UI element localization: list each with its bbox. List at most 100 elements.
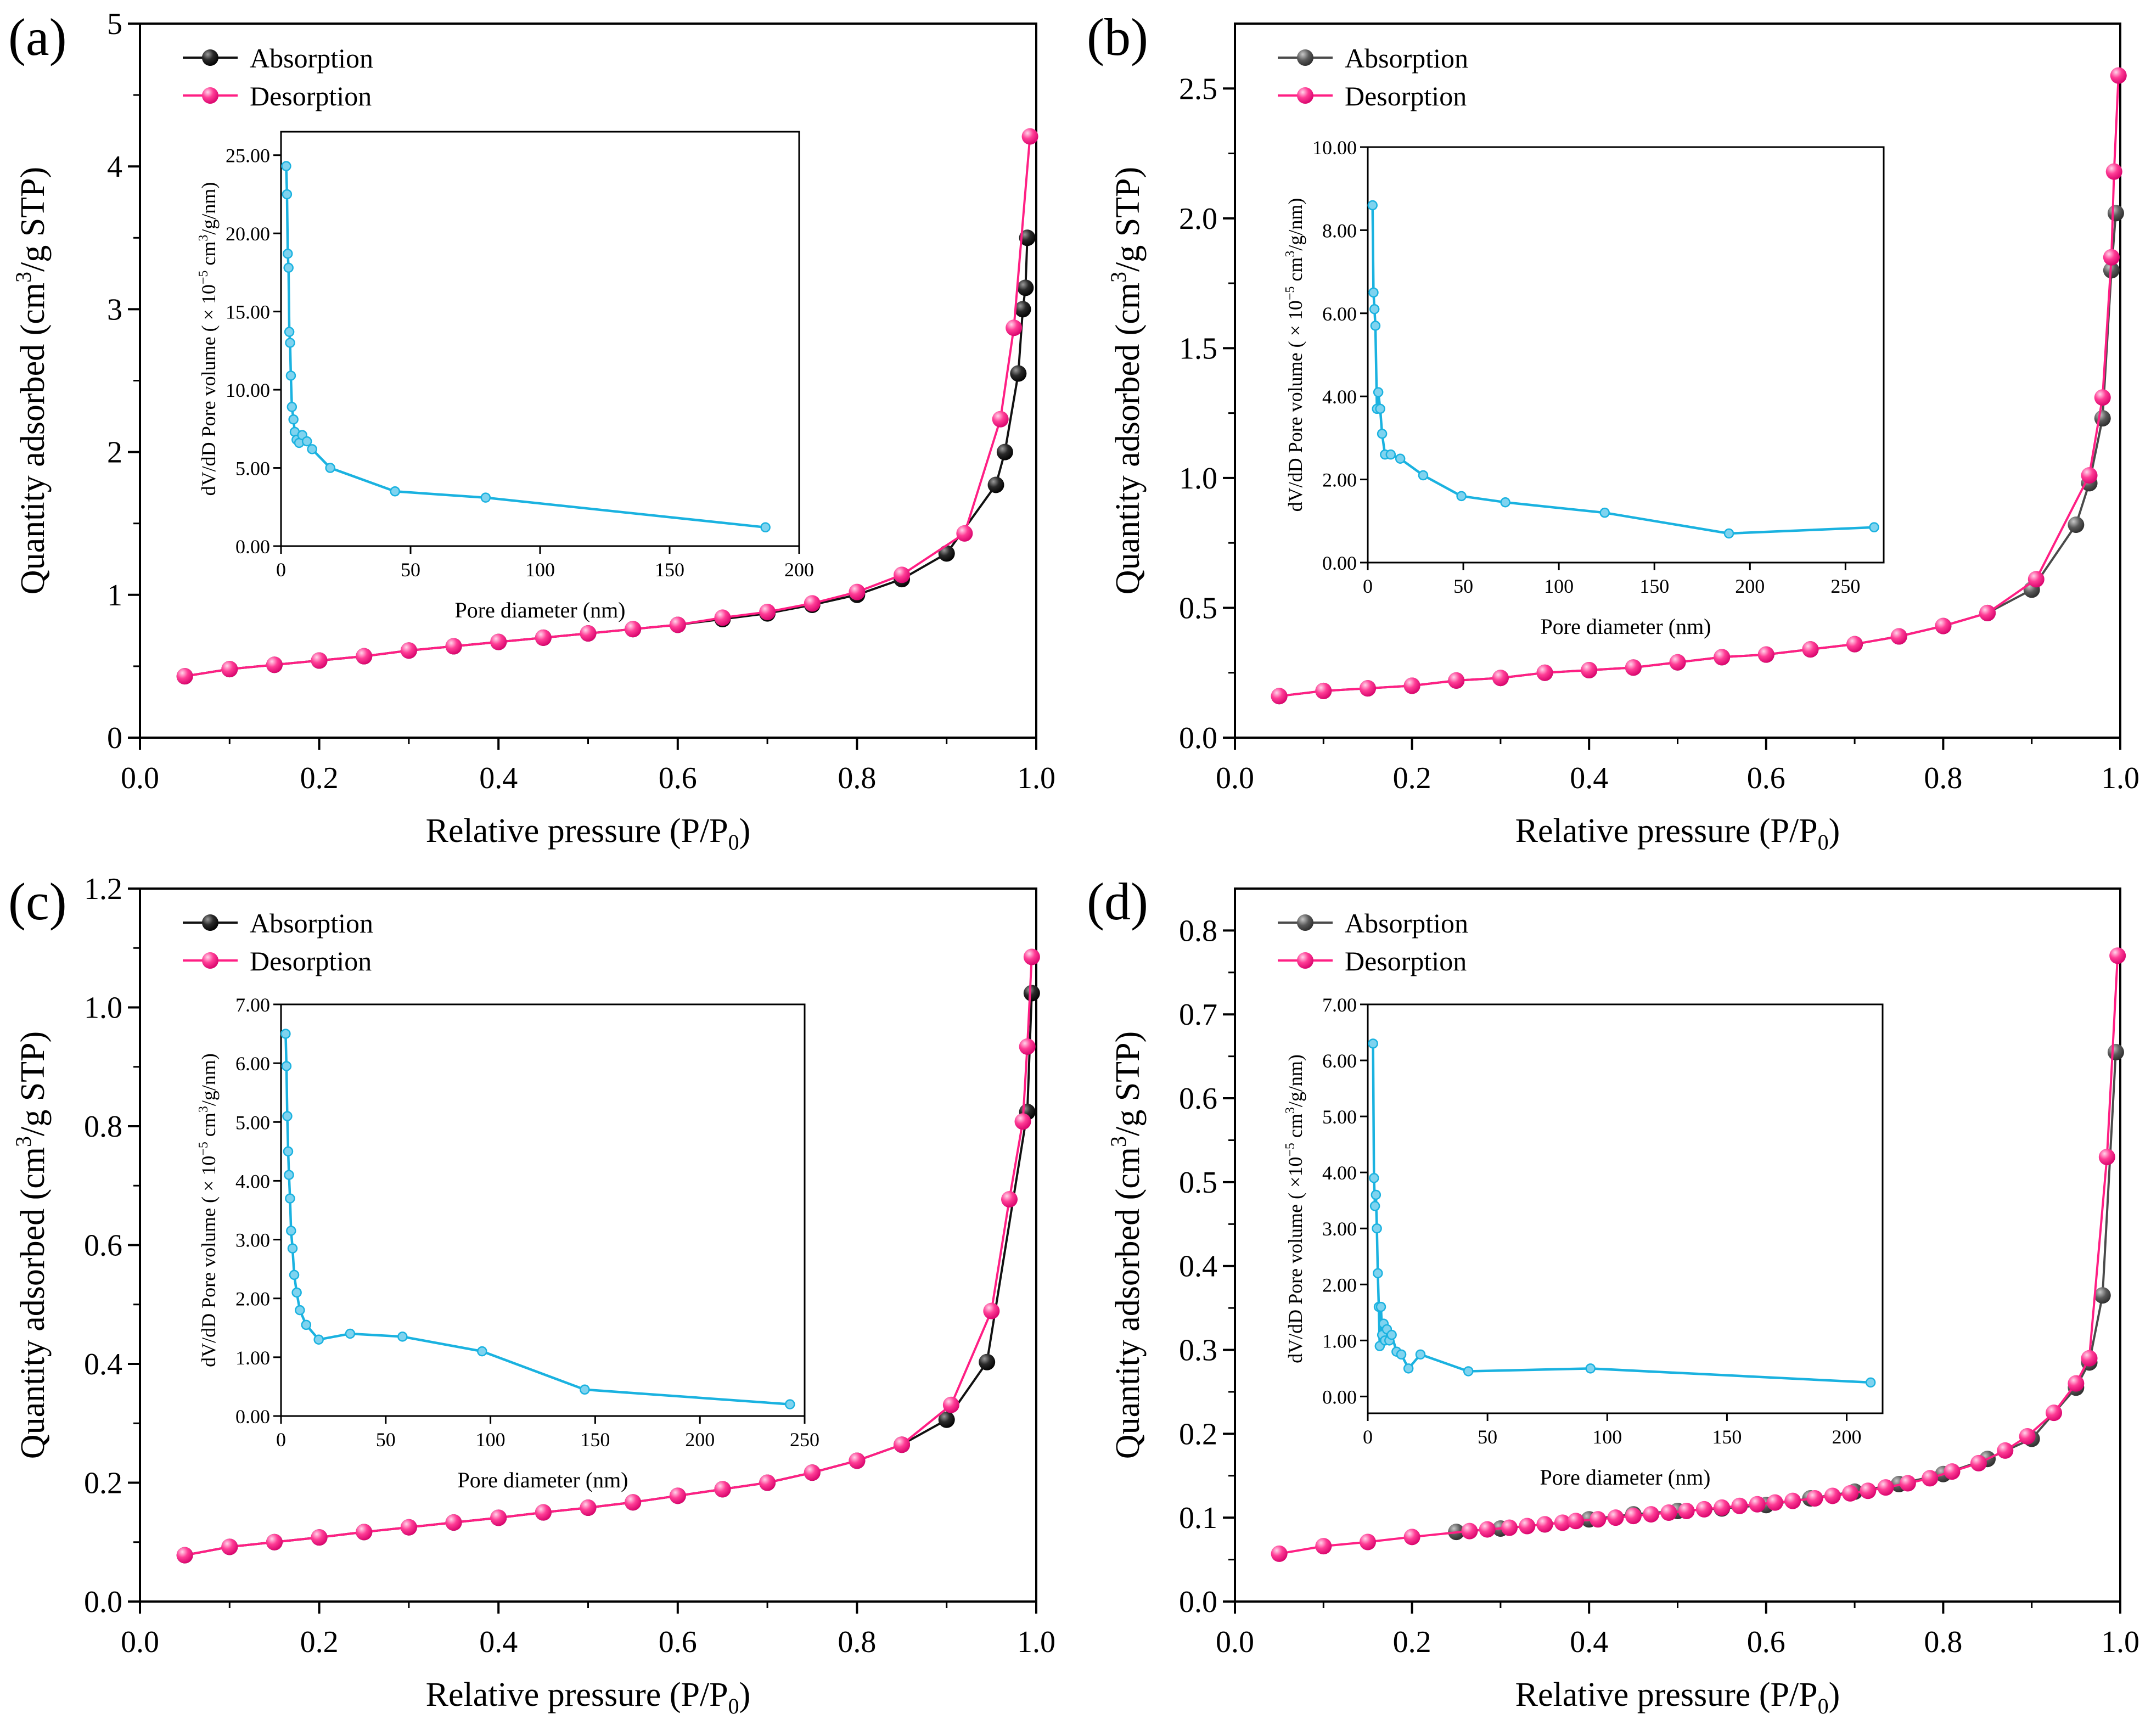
inset-x-tick-label: 50: [1453, 575, 1473, 597]
inset-y-tick-label: 0.00: [235, 1406, 270, 1428]
y-tick-label: 0.8: [84, 1110, 122, 1144]
inset-pore-point: [1369, 1173, 1379, 1183]
desorption-point: [849, 1452, 866, 1469]
inset-y-axis-label: dV/dD Pore volume ( × 10−5 cm3/g/nm): [196, 182, 220, 496]
inset-pore-point: [287, 1243, 298, 1254]
desorption-point: [992, 411, 1009, 428]
desorption-point: [1757, 646, 1774, 663]
inset-y-tick-label: 2.00: [1322, 1274, 1357, 1296]
x-tick-label: 0.4: [479, 1625, 518, 1659]
x-axis-label: Relative pressure (P/P0): [1515, 1676, 1840, 1718]
desorption-point: [1714, 1499, 1731, 1516]
x-axis-label-text: Relative pressure (P/P: [1515, 812, 1818, 850]
inset-y-tick-label: 4.00: [235, 1170, 270, 1192]
inset-y-axis-label-end: /g/nm): [198, 182, 220, 235]
desorption-point: [1766, 1494, 1783, 1511]
desorption-point: [266, 656, 283, 673]
inset-pore-point: [785, 1399, 795, 1409]
y-axis-label-superscript: 3: [11, 272, 36, 283]
inset-pore-point: [760, 522, 771, 533]
desorption-point: [669, 1487, 686, 1504]
desorption-point: [2098, 1149, 2115, 1166]
absorption-point: [1023, 985, 1040, 1002]
x-axis-label-subscript: 0: [1818, 1694, 1829, 1718]
inset-pore-point: [1370, 321, 1381, 331]
desorption-point: [759, 604, 776, 621]
legend-absorption-label: Absorption: [1345, 908, 1468, 939]
x-tick-label: 0.8: [1924, 761, 1962, 795]
inset-x-axis-label: Pore diameter (nm): [1541, 614, 1711, 639]
desorption-point: [1271, 1545, 1288, 1562]
y-tick-label: 0.3: [1179, 1334, 1217, 1368]
y-axis-label-superscript: 3: [1106, 272, 1131, 283]
y-tick-label: 1.2: [84, 872, 122, 906]
desorption-point: [535, 629, 552, 646]
y-tick-label: 0.0: [1179, 721, 1217, 755]
inset-y-axis-label-text: dV/dD Pore volume ( × 10: [198, 284, 220, 496]
inset-pore-point: [1463, 1366, 1474, 1377]
inset-pore-point: [281, 1061, 292, 1071]
x-tick-label: 0.0: [1216, 1625, 1254, 1659]
inset-pore-point: [1368, 1038, 1378, 1049]
desorption-point: [1590, 1511, 1607, 1528]
inset-y-tick-label: 6.00: [1322, 1050, 1357, 1072]
inset-y-tick-label: 6.00: [235, 1053, 270, 1075]
desorption-point: [894, 566, 911, 583]
legend-desorption-marker: [1297, 87, 1313, 104]
inset-x-tick-label: 250: [790, 1429, 819, 1451]
y-tick-label: 0.0: [84, 1585, 122, 1619]
inset-y-axis-label-exponent: −5: [1283, 286, 1298, 301]
inset-x-tick-label: 100: [1592, 1426, 1622, 1448]
desorption-point: [1695, 1501, 1712, 1518]
inset-x-axis-label: Pore diameter (nm): [458, 1468, 628, 1492]
x-axis-label-end: ): [1829, 1676, 1840, 1713]
inset-pore-point: [480, 492, 491, 503]
desorption-point: [894, 1436, 911, 1453]
y-axis-label-text: Quantity adsorbed (cm: [1109, 283, 1147, 594]
inset-y-tick-label: 3.00: [1322, 1218, 1357, 1240]
desorption-point: [311, 652, 328, 669]
inset-x-tick-label: 150: [1639, 575, 1669, 597]
inset-y-axis-label-exponent: −5: [196, 1142, 211, 1156]
inset-y-axis-label-text: dV/dD Pore volume ( ×10: [1284, 1157, 1306, 1363]
absorption-point: [938, 545, 955, 562]
legend-desorption-label: Desorption: [1345, 81, 1467, 111]
inset-x-tick-label: 50: [1478, 1426, 1497, 1448]
inset-y-axis-label-superscript: 3: [1283, 1107, 1298, 1114]
inset-pore-point: [301, 436, 312, 447]
inset-pore-point: [1418, 470, 1429, 481]
legend-absorption-marker: [1297, 914, 1313, 931]
desorption-point: [490, 633, 507, 650]
desorption-point: [2105, 163, 2122, 180]
desorption-point: [2081, 1350, 2098, 1367]
desorption-point: [356, 648, 373, 665]
inset-pore-point: [1456, 491, 1467, 502]
inset-y-tick-label: 5.00: [235, 458, 270, 480]
desorption-point: [1860, 1482, 1877, 1499]
desorption-point: [221, 661, 238, 678]
inset-pore-point: [1500, 497, 1510, 508]
inset-pore-point: [1415, 1349, 1426, 1360]
legend-desorption-marker: [202, 952, 218, 969]
inset-pore-point: [390, 486, 400, 497]
y-tick-label: 0.7: [1179, 998, 1217, 1032]
inset-y-axis-label: dV/dD Pore volume ( × 10−5 cm3/g/nm): [196, 1053, 220, 1367]
inset-pore-point: [283, 1146, 294, 1157]
inset-x-tick-label: 50: [376, 1429, 396, 1451]
panel-label: (a): [8, 8, 67, 66]
absorption-point: [1017, 279, 1034, 296]
inset-y-axis-label: dV/dD Pore volume ( × 10−5 cm3/g/nm): [1283, 198, 1306, 512]
inset-pore-point: [1865, 1377, 1876, 1388]
absorption-point: [938, 1411, 955, 1428]
panel-label: (c): [8, 872, 67, 931]
y-tick-label: 2.0: [1179, 202, 1217, 236]
desorption-point: [445, 638, 462, 655]
absorption-point: [2107, 205, 2124, 222]
x-tick-label: 1.0: [2101, 1625, 2139, 1659]
desorption-point: [804, 595, 821, 612]
x-tick-label: 0.8: [1924, 1625, 1962, 1659]
inset-pore-point: [284, 327, 295, 337]
desorption-point: [445, 1514, 462, 1531]
desorption-point: [1607, 1509, 1624, 1526]
inset-x-tick-label: 200: [1832, 1426, 1862, 1448]
